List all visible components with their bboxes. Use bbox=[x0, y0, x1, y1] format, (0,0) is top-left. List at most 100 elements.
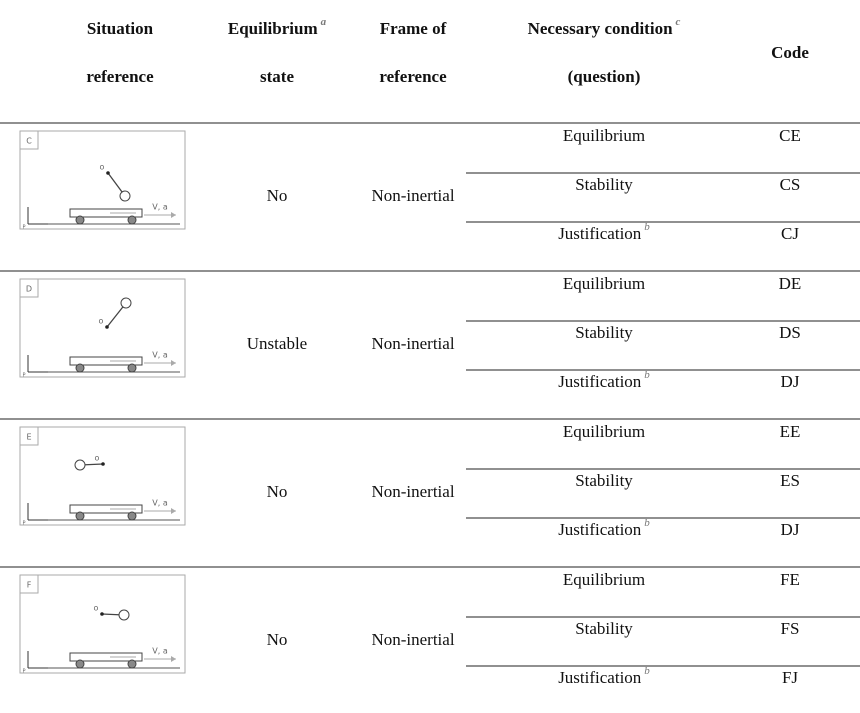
code-text: FS bbox=[781, 619, 800, 638]
bob bbox=[74, 459, 86, 471]
situation-figure: Fo V, a P bbox=[19, 574, 186, 675]
code-text: CJ bbox=[781, 224, 799, 243]
vector-head bbox=[171, 360, 176, 366]
condition: Stability bbox=[575, 323, 633, 342]
column-header: reference bbox=[86, 67, 154, 86]
figure-frame bbox=[19, 130, 186, 230]
bob bbox=[120, 297, 132, 309]
column-header-text: Situation bbox=[87, 19, 154, 38]
code-text: CS bbox=[780, 175, 801, 194]
pivot bbox=[101, 462, 105, 466]
label-box bbox=[19, 426, 39, 446]
condition: Stability bbox=[575, 471, 633, 490]
condition-text: Stability bbox=[575, 175, 633, 194]
condition: Justification b bbox=[558, 221, 650, 243]
column-header: Frame of bbox=[380, 19, 447, 38]
code-text: DJ bbox=[781, 372, 800, 391]
code: DJ bbox=[781, 520, 800, 539]
column-header: Situation bbox=[87, 19, 154, 38]
pivot bbox=[105, 325, 109, 329]
column-header-text: Code bbox=[771, 43, 809, 62]
wheel bbox=[75, 363, 85, 373]
condition-text: Equilibrium bbox=[563, 274, 645, 293]
origin-label: P bbox=[22, 669, 25, 675]
condition-text: Justification bbox=[558, 224, 642, 243]
column-header-text: Equilibrium bbox=[228, 19, 318, 38]
equilibrium-state: Unstable bbox=[247, 334, 307, 353]
condition: Equilibrium bbox=[563, 422, 645, 441]
column-header: state bbox=[260, 67, 294, 86]
vector-label: V, a bbox=[152, 647, 168, 656]
code-text: FJ bbox=[782, 668, 798, 687]
column-header-text: Necessary condition bbox=[528, 19, 674, 38]
figure-label: E bbox=[26, 433, 31, 442]
code: FS bbox=[781, 619, 800, 638]
condition: Stability bbox=[575, 619, 633, 638]
frame-of-reference-text: Non-inertial bbox=[371, 630, 454, 649]
pivot bbox=[106, 171, 110, 175]
condition-text: Stability bbox=[575, 619, 633, 638]
figure-label: D bbox=[26, 285, 32, 294]
pivot-label: o bbox=[99, 317, 104, 326]
origin-label: P bbox=[22, 521, 25, 527]
equilibrium-state-text: No bbox=[267, 186, 288, 205]
column-header-text: reference bbox=[86, 67, 154, 86]
figure-label: F bbox=[27, 581, 32, 590]
condition-text: Stability bbox=[575, 471, 633, 490]
frame-of-reference-text: Non-inertial bbox=[371, 334, 454, 353]
cart bbox=[69, 652, 143, 662]
code: CJ bbox=[781, 224, 799, 243]
frame-of-reference-text: Non-inertial bbox=[371, 482, 454, 501]
code-text: DS bbox=[779, 323, 801, 342]
origin-label: P bbox=[22, 225, 25, 231]
condition-text: Equilibrium bbox=[563, 570, 645, 589]
code: DE bbox=[779, 274, 802, 293]
vector-label: V, a bbox=[152, 351, 168, 360]
footnote-mark: b bbox=[644, 221, 650, 233]
footnote-mark: b bbox=[644, 665, 650, 677]
condition: Justification b bbox=[558, 369, 650, 391]
equilibrium-state: No bbox=[267, 482, 288, 501]
column-header-text: Frame of bbox=[380, 19, 447, 38]
wheel bbox=[75, 215, 85, 225]
vector-label: V, a bbox=[152, 499, 168, 508]
pivot-label: o bbox=[94, 604, 99, 613]
figure-label: C bbox=[26, 137, 32, 146]
condition-text: Justification bbox=[558, 668, 642, 687]
code-text: DE bbox=[779, 274, 802, 293]
condition-text: Justification bbox=[558, 372, 642, 391]
equilibrium-state: No bbox=[267, 186, 288, 205]
code-text: EE bbox=[780, 422, 801, 441]
cart bbox=[69, 208, 143, 218]
column-header: Equilibrium a bbox=[228, 16, 327, 38]
vector-head bbox=[171, 212, 176, 218]
column-header-text: reference bbox=[379, 67, 447, 86]
wheel bbox=[127, 511, 137, 521]
label-box bbox=[19, 574, 39, 594]
condition: Justification b bbox=[558, 517, 650, 539]
column-header-text: state bbox=[260, 67, 294, 86]
wheel bbox=[75, 659, 85, 669]
column-header: reference bbox=[379, 67, 447, 86]
equilibrium-state-text: Unstable bbox=[247, 334, 307, 353]
pivot-label: o bbox=[100, 163, 105, 172]
wheel bbox=[127, 215, 137, 225]
situation-figure: Eo V, a P bbox=[19, 426, 186, 527]
wheel bbox=[127, 363, 137, 373]
column-header: Code bbox=[771, 43, 809, 62]
column-header-text: (question) bbox=[568, 67, 641, 86]
frame-of-reference: Non-inertial bbox=[371, 630, 454, 649]
vector-head bbox=[171, 508, 176, 514]
label-box bbox=[19, 130, 39, 150]
footnote-mark: b bbox=[644, 369, 650, 381]
frame-of-reference: Non-inertial bbox=[371, 186, 454, 205]
code: EE bbox=[780, 422, 801, 441]
cart bbox=[69, 356, 143, 366]
code: FE bbox=[780, 570, 800, 589]
bob bbox=[118, 609, 130, 621]
code-text: ES bbox=[780, 471, 800, 490]
frame-of-reference: Non-inertial bbox=[371, 482, 454, 501]
condition: Justification b bbox=[558, 665, 650, 687]
situation-figure: Co V, a P bbox=[19, 130, 186, 231]
